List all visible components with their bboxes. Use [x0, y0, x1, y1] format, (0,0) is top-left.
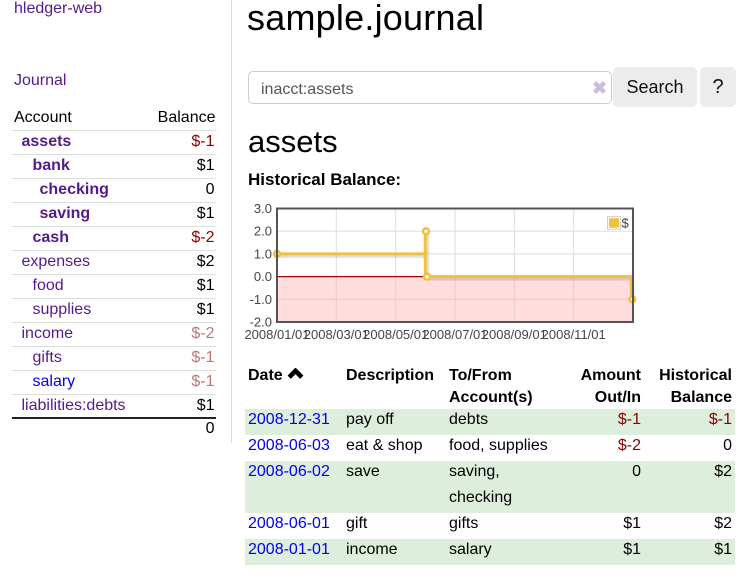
svg-text:2.0: 2.0	[254, 224, 272, 239]
svg-text:2008/03/01: 2008/03/01	[304, 327, 369, 342]
svg-text:$: $	[622, 216, 630, 231]
svg-text:1.0: 1.0	[254, 246, 272, 261]
svg-text:2008/07/01: 2008/07/01	[422, 327, 487, 342]
svg-text:-1.0: -1.0	[250, 292, 272, 307]
svg-text:0.0: 0.0	[254, 269, 272, 284]
svg-text:-2.0: -2.0	[250, 315, 272, 330]
svg-text:2008/11/01: 2008/11/01	[542, 327, 606, 342]
svg-text:2008/05/01: 2008/05/01	[363, 327, 428, 342]
svg-text:2008/09/01: 2008/09/01	[482, 327, 547, 342]
svg-text:3.0: 3.0	[254, 201, 272, 216]
svg-text:2008/01/01: 2008/01/01	[244, 327, 309, 342]
